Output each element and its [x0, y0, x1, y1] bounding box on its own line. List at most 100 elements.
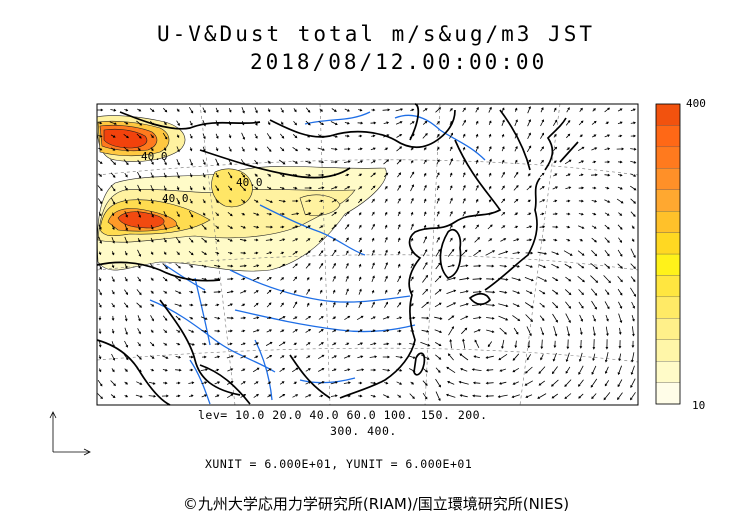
- wind-vector: [200, 368, 208, 372]
- wind-vector: [265, 238, 273, 242]
- wind-vector: [564, 159, 572, 165]
- wind-vector: [124, 210, 128, 218]
- wind-vector: [200, 303, 208, 307]
- wind-vector: [538, 380, 546, 386]
- wind-vector: [293, 316, 298, 320]
- wind-vector: [266, 146, 272, 152]
- wind-vector: [485, 394, 494, 398]
- wind-vector: [395, 355, 403, 359]
- wind-vector: [449, 237, 453, 242]
- wind-vector: [498, 303, 509, 308]
- wind-vector: [460, 264, 469, 268]
- wind-vector: [434, 329, 443, 333]
- wind-vector: [591, 250, 598, 257]
- wind-vector: [110, 380, 116, 387]
- wind-vector: [137, 263, 141, 269]
- wind-vector: [345, 173, 350, 177]
- colorbar-segment: [655, 232, 681, 255]
- wind-vector: [202, 159, 206, 166]
- dust-contour-fill: [96, 115, 387, 272]
- wind-vector: [512, 264, 520, 268]
- wind-vector: [176, 186, 180, 191]
- wind-vector: [370, 329, 376, 333]
- wind-vector: [525, 264, 533, 268]
- wind-vector: [305, 342, 311, 346]
- wind-vector: [384, 147, 389, 151]
- wind-vector: [175, 263, 181, 269]
- wind-vector: [279, 289, 285, 295]
- wind-vector: [527, 173, 531, 177]
- wind-vector: [280, 277, 285, 281]
- wind-vector: [371, 134, 376, 138]
- wind-vector: [539, 225, 546, 229]
- wind-vector: [305, 368, 311, 372]
- wind-vector: [436, 197, 440, 204]
- wind-vector: [525, 366, 533, 374]
- wind-vector: [266, 212, 272, 216]
- wind-vector: [501, 119, 505, 126]
- colorbar-min-label: 10: [692, 399, 706, 412]
- wind-vector: [487, 341, 493, 348]
- wind-vector: [566, 238, 571, 242]
- wind-vector: [436, 159, 440, 165]
- wind-vector: [564, 393, 572, 399]
- wind-vector: [577, 275, 585, 283]
- wind-vector: [163, 211, 167, 218]
- wind-vector: [475, 224, 479, 230]
- wind-vector: [162, 263, 168, 270]
- wind-vector: [630, 378, 636, 389]
- wind-vector: [318, 237, 324, 243]
- wind-vector: [358, 134, 363, 138]
- wind-vector: [370, 172, 376, 178]
- wind-vector: [630, 121, 636, 125]
- wind-vector: [279, 263, 286, 269]
- wind-vector: [447, 380, 455, 385]
- wind-vector: [462, 210, 466, 217]
- wind-vector: [150, 368, 155, 372]
- wind-vector: [578, 365, 584, 375]
- wind-vector: [459, 394, 468, 398]
- wind-vector: [215, 394, 220, 398]
- contour-label: 40.0: [162, 192, 189, 205]
- wind-vector: [604, 352, 609, 363]
- wind-vector: [98, 277, 102, 282]
- wind-vector: [397, 224, 401, 230]
- wind-vector: [566, 339, 570, 350]
- wind-vector: [462, 133, 466, 138]
- wind-vector: [202, 120, 206, 127]
- wind-vector: [123, 133, 129, 139]
- wind-vector: [435, 391, 441, 402]
- wind-vector: [486, 368, 494, 372]
- wind-vector: [292, 329, 298, 333]
- wind-vector: [539, 289, 546, 295]
- wind-vector: [473, 316, 482, 320]
- wind-vector: [421, 316, 430, 320]
- wind-vector: [449, 172, 453, 177]
- wind-vector: [215, 212, 219, 217]
- wind-vector: [501, 225, 506, 229]
- wind-vector: [473, 249, 482, 257]
- wind-vector: [436, 236, 440, 243]
- wind-vector: [459, 353, 469, 361]
- wind-vector: [304, 186, 313, 190]
- wind-vector: [187, 342, 195, 346]
- graticule: [96, 103, 639, 406]
- wind-vector: [540, 339, 544, 350]
- wind-vector: [344, 186, 351, 190]
- wind-vector: [553, 340, 557, 348]
- wind-vector: [553, 326, 558, 337]
- wind-vector: [410, 197, 414, 204]
- wind-vector: [358, 288, 362, 295]
- wind-vector: [566, 326, 571, 337]
- wind-vector: [592, 353, 596, 362]
- wind-vector: [278, 199, 286, 203]
- wind-vector: [592, 314, 596, 322]
- wind-vector: [460, 249, 468, 257]
- wind-vector: [497, 394, 508, 398]
- wind-vector: [124, 172, 128, 178]
- wind-vector: [201, 277, 207, 281]
- wind-vector: [475, 133, 479, 138]
- wind-vector: [176, 108, 180, 112]
- wind-vector: [163, 172, 167, 178]
